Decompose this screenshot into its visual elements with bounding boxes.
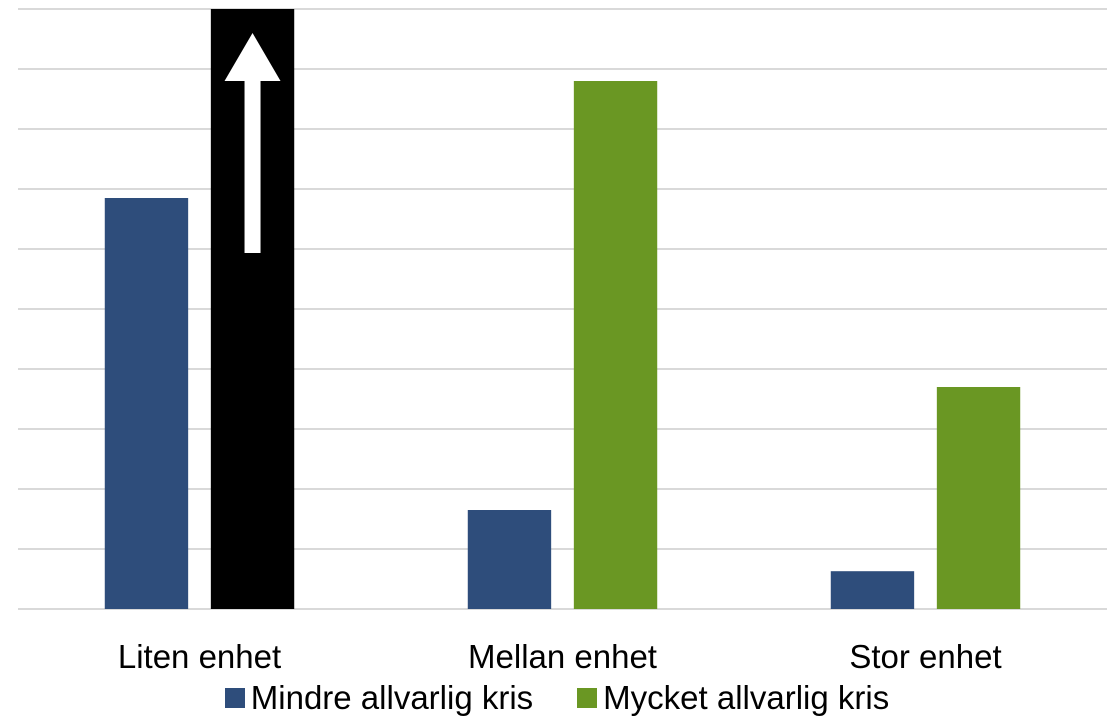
legend-swatch-series-2	[577, 688, 598, 708]
gridlines	[18, 8, 1107, 610]
category-label: Liten enhet	[118, 638, 281, 675]
annotations	[224, 33, 281, 253]
category-label: Mellan enhet	[468, 638, 657, 675]
bar-mellan-enhet-series-1	[467, 510, 552, 609]
bar-stor-enhet-series-2	[936, 387, 1021, 609]
category-label: Stor enhet	[849, 638, 1001, 675]
legend-item-series-2: Mycket allvarlig kris	[577, 679, 889, 717]
bar-liten-enhet-series-1	[104, 198, 189, 609]
bar-stor-enhet-series-1	[830, 571, 915, 609]
legend-label-series-1: Mindre allvarlig kris	[250, 679, 534, 716]
legend-item-series-1: Mindre allvarlig kris	[224, 679, 534, 717]
bars	[104, 9, 1021, 609]
arrow-up-icon	[224, 33, 281, 253]
bar-mellan-enhet-series-2	[573, 81, 658, 609]
legend: Mindre allvarlig kris Mycket allvarlig k…	[0, 676, 1114, 720]
legend-label-series-2: Mycket allvarlig kris	[603, 679, 890, 716]
legend-swatch-series-1	[224, 688, 245, 708]
category-labels: Liten enhet Mellan enhet Stor enhet	[118, 638, 1002, 675]
